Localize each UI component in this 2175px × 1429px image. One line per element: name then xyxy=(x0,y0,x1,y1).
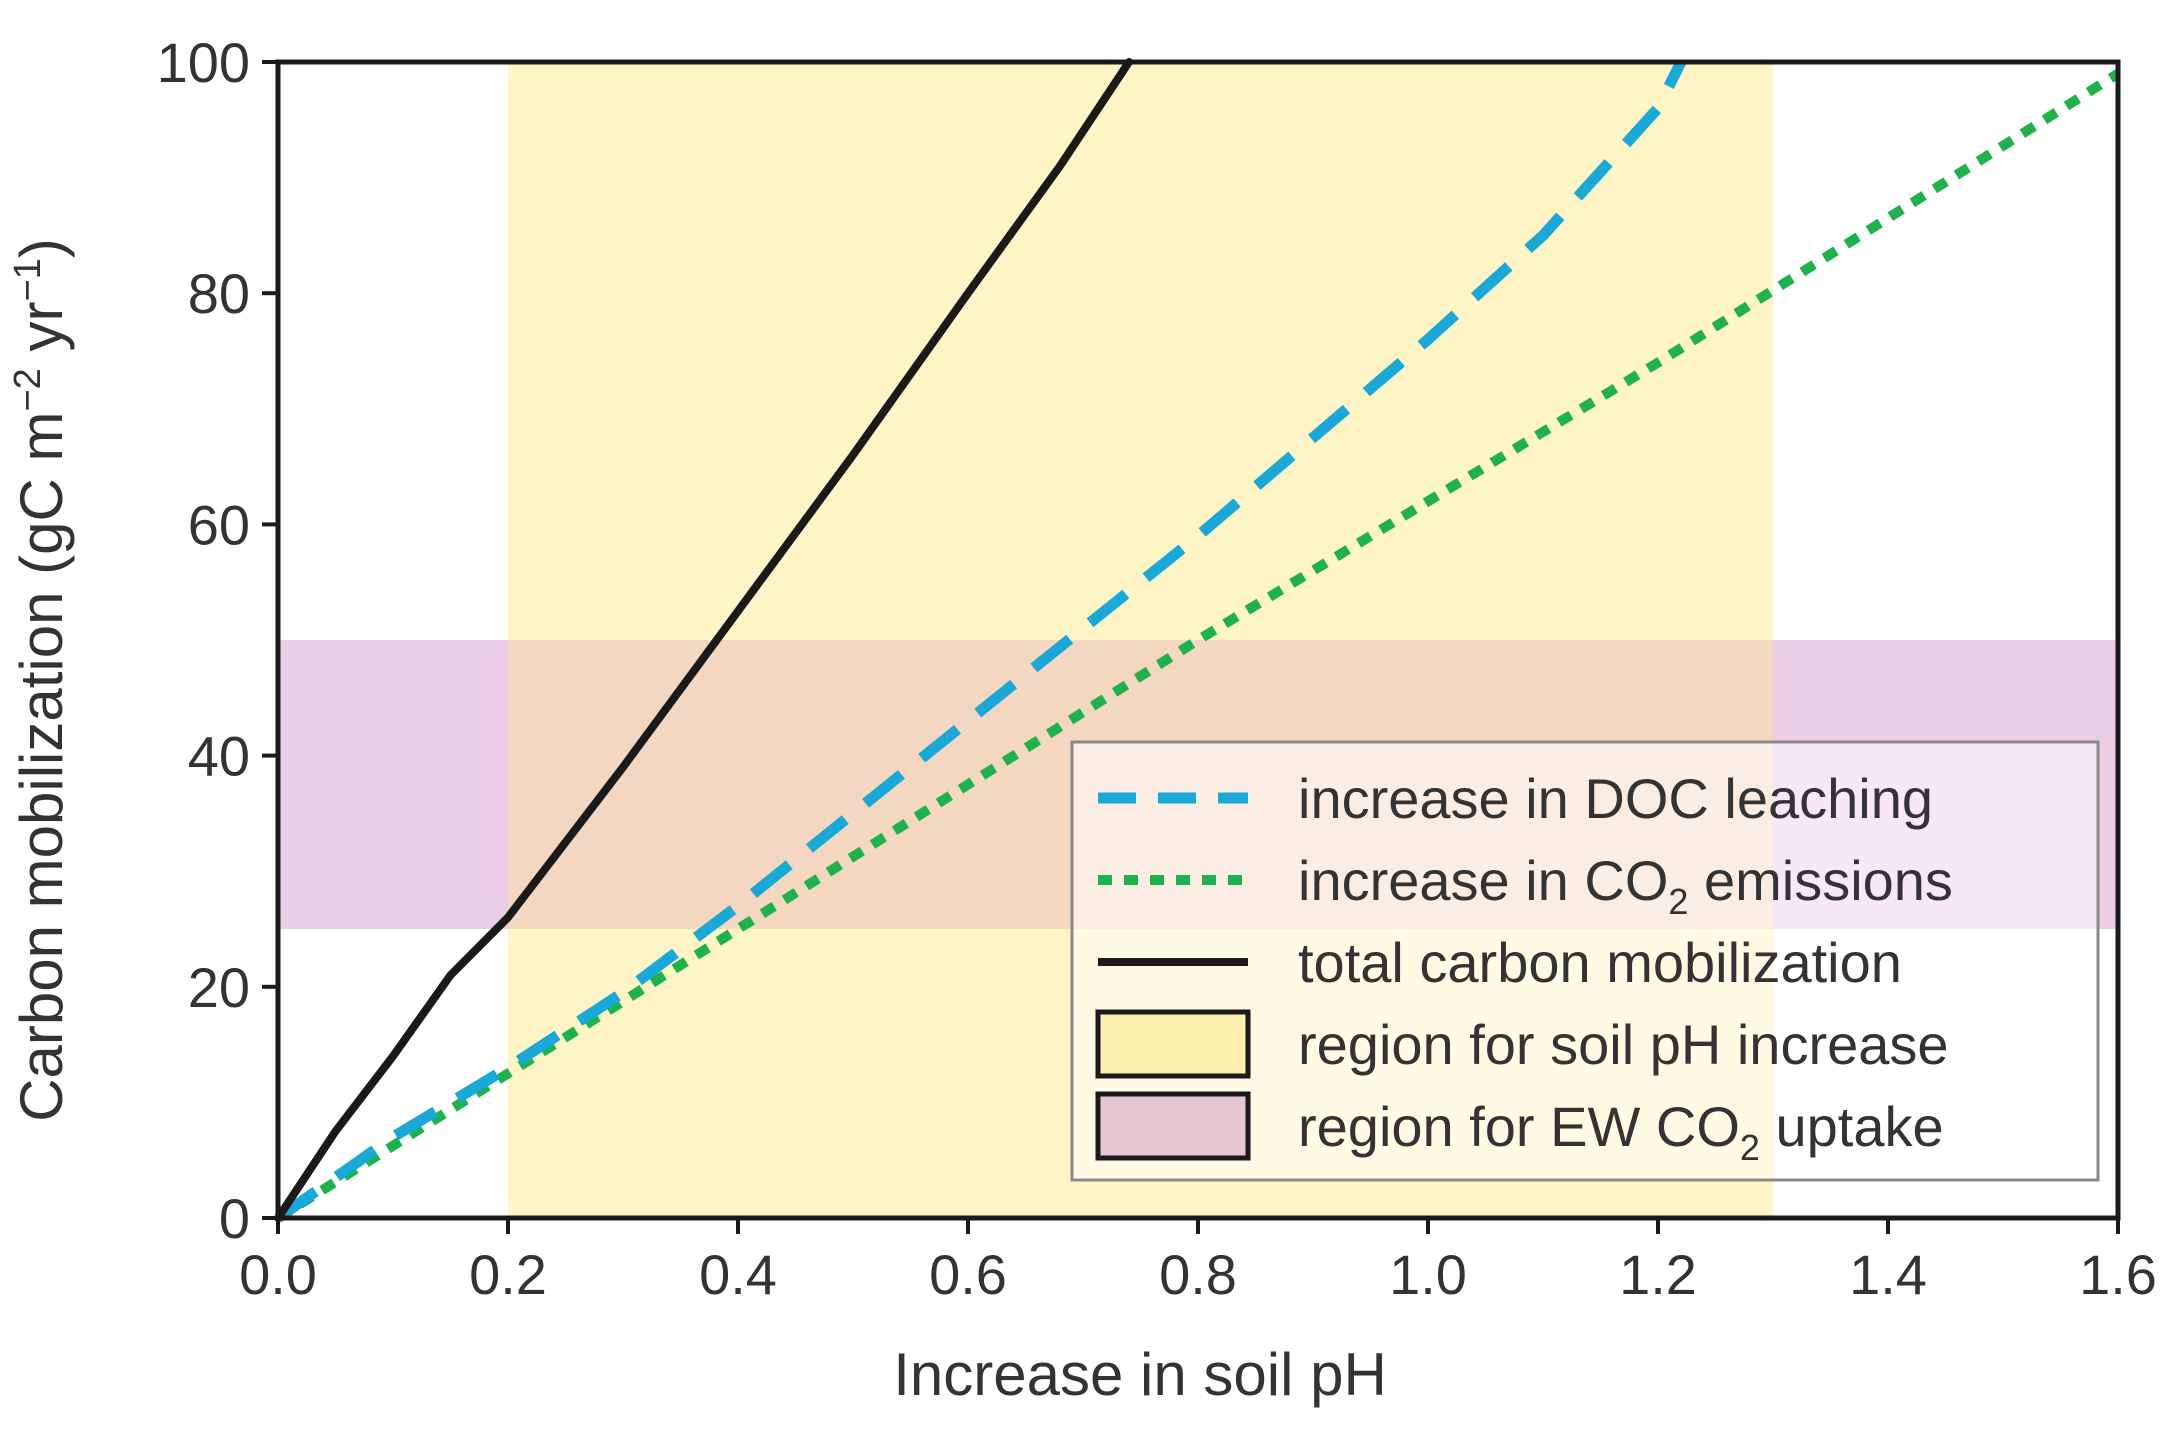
legend-item-doc: increase in DOC leaching xyxy=(1098,767,1933,830)
x-tick-label: 0.0 xyxy=(239,1243,317,1306)
legend-swatch-ph xyxy=(1095,1009,1251,1079)
y-tick-label: 0 xyxy=(219,1187,250,1250)
x-tick-label: 0.8 xyxy=(1159,1243,1237,1306)
legend-item-ew: region for EW CO2 uptake xyxy=(1095,1091,1944,1168)
series-increase-in-doc-leaching xyxy=(274,59,1686,1223)
y-tick-label: 40 xyxy=(188,725,250,788)
x-axis: 0.0 0.2 0.4 0.6 0.8 1.0 1.2 1.4 1.6 xyxy=(239,1218,2157,1306)
y-axis: 0 20 40 60 80 100 xyxy=(157,31,278,1250)
legend-label-ew: region for EW CO2 uptake xyxy=(1298,1095,1944,1168)
legend-item-total: total carbon mobilization xyxy=(1098,931,1902,994)
x-tick-label: 0.6 xyxy=(929,1243,1007,1306)
series-increase-in-co2-emissions xyxy=(275,69,2121,1223)
x-tick-label: 1.4 xyxy=(1849,1243,1927,1306)
legend-item-ph: region for soil pH increase xyxy=(1095,1009,1949,1079)
x-tick-label: 1.6 xyxy=(2079,1243,2157,1306)
x-tick-label: 0.4 xyxy=(699,1243,777,1306)
x-tick-label: 1.2 xyxy=(1619,1243,1697,1306)
x-axis-label: Increase in soil pH xyxy=(893,1341,1387,1408)
legend-label-ph: region for soil pH increase xyxy=(1298,1013,1949,1076)
series-total-carbon-mobilization xyxy=(274,58,1133,1222)
y-axis-label: Carbon mobilization (gC m−2 yr−1) xyxy=(7,238,75,1122)
legend-label-co2: increase in CO2 emissions xyxy=(1298,849,1953,922)
legend-swatch-ew xyxy=(1095,1091,1251,1161)
legend-label-total: total carbon mobilization xyxy=(1298,931,1902,994)
legend: increase in DOC leaching increase in CO2 … xyxy=(1070,740,2100,1182)
y-tick-label: 60 xyxy=(188,493,250,556)
series-layer xyxy=(274,58,2121,1223)
legend-item-co2: increase in CO2 emissions xyxy=(1098,849,1953,922)
y-tick-label: 80 xyxy=(188,262,250,325)
y-tick-label: 20 xyxy=(188,956,250,1019)
x-tick-label: 1.0 xyxy=(1389,1243,1467,1306)
y-tick-label: 100 xyxy=(157,31,250,94)
x-tick-label: 0.2 xyxy=(469,1243,547,1306)
legend-label-doc: increase in DOC leaching xyxy=(1298,767,1933,830)
